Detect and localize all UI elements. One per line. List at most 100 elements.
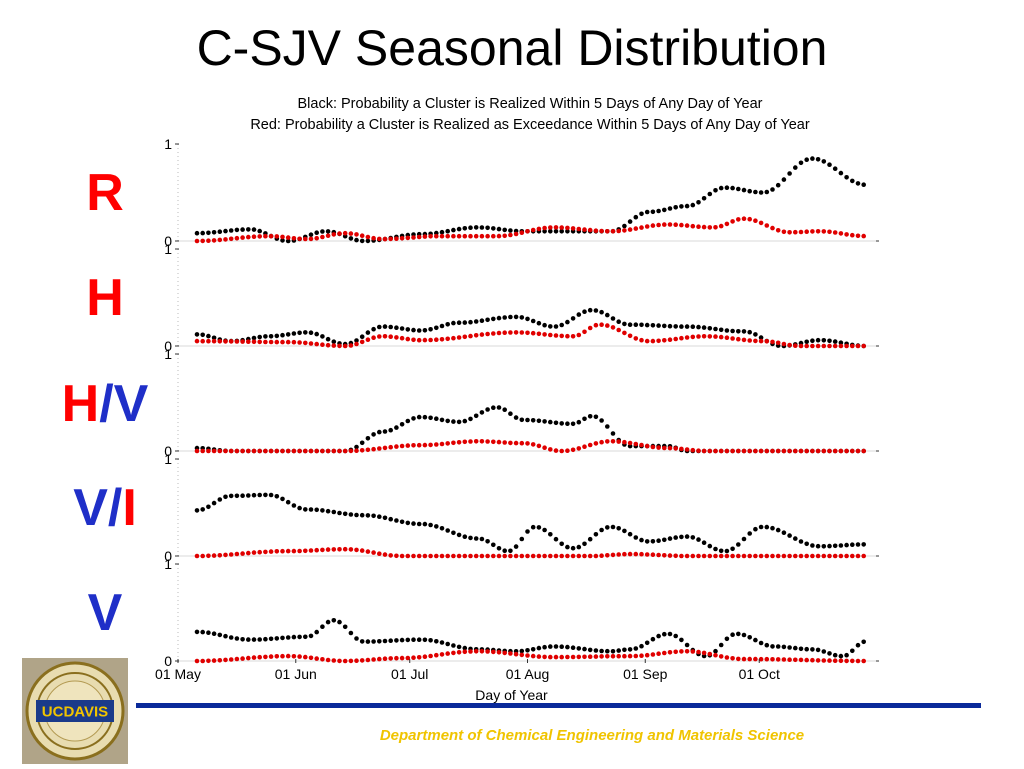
data-point	[730, 448, 735, 454]
data-point	[793, 645, 798, 651]
data-point	[718, 327, 724, 333]
data-point	[217, 497, 223, 502]
data-point	[297, 448, 302, 454]
data-point	[223, 237, 228, 242]
data-point	[821, 658, 827, 663]
data-point	[422, 521, 428, 527]
data-point	[684, 335, 690, 340]
data-point	[359, 639, 365, 644]
data-point	[764, 524, 770, 530]
data-point	[827, 229, 832, 235]
data-point	[690, 553, 696, 559]
data-point	[359, 233, 365, 238]
data-point	[280, 234, 285, 240]
data-point	[246, 637, 251, 642]
data-point	[650, 323, 656, 328]
data-point	[548, 532, 553, 537]
data-point	[342, 546, 348, 552]
data-point	[553, 420, 559, 426]
data-point	[348, 236, 354, 241]
data-point	[251, 448, 257, 454]
data-point	[565, 333, 570, 339]
data-point	[462, 645, 468, 651]
data-point	[513, 314, 519, 320]
data-point	[485, 539, 490, 544]
data-point	[291, 503, 297, 508]
data-point	[758, 640, 764, 646]
data-point	[616, 228, 621, 234]
data-point	[850, 448, 855, 454]
data-point	[832, 658, 838, 663]
data-point	[605, 323, 610, 328]
data-point	[587, 647, 593, 653]
data-point	[365, 238, 371, 244]
data-point	[644, 640, 650, 646]
data-point	[234, 448, 240, 454]
data-point	[804, 448, 809, 454]
data-point	[513, 553, 519, 559]
data-point	[610, 431, 616, 436]
data-point	[622, 528, 627, 534]
data-point	[679, 649, 684, 654]
data-point	[673, 446, 678, 451]
data-point	[850, 232, 855, 238]
data-point	[559, 229, 564, 234]
data-point	[576, 654, 582, 660]
chart-title-black: Black: Probability a Cluster is Realized…	[297, 96, 763, 112]
data-point	[718, 548, 724, 554]
data-point	[314, 235, 320, 241]
data-point	[468, 416, 473, 422]
data-point	[194, 338, 200, 344]
data-point	[314, 331, 320, 337]
data-point	[827, 343, 832, 349]
data-point	[297, 505, 302, 511]
data-point	[451, 643, 456, 648]
row-label-part: /	[107, 479, 123, 537]
data-point	[217, 632, 223, 638]
data-point	[194, 508, 200, 513]
data-point	[599, 228, 604, 234]
data-point	[770, 657, 775, 662]
data-point	[639, 322, 644, 328]
data-point	[422, 654, 428, 659]
data-point	[439, 323, 445, 329]
data-point	[502, 440, 508, 445]
data-point	[508, 440, 513, 446]
data-point	[821, 544, 827, 549]
data-point	[707, 326, 713, 331]
data-point	[411, 443, 416, 448]
data-point	[451, 233, 456, 239]
chart-title-red: Red: Probability a Cluster is Realized a…	[250, 117, 810, 133]
data-point	[758, 448, 764, 454]
data-point	[399, 637, 405, 643]
data-point	[377, 334, 382, 339]
data-point	[570, 645, 576, 650]
data-point	[445, 233, 451, 239]
y-tick-label-zero: 0	[164, 548, 172, 564]
data-point	[587, 325, 593, 331]
data-point	[496, 553, 502, 559]
data-point	[775, 527, 781, 533]
data-point	[605, 525, 610, 530]
data-point	[456, 644, 462, 650]
data-point	[297, 330, 302, 336]
data-point	[696, 224, 701, 229]
y-tick-label-one: 1	[164, 136, 172, 152]
data-point	[764, 223, 770, 228]
data-point	[382, 334, 388, 339]
data-point	[234, 235, 240, 241]
data-point	[462, 534, 468, 539]
data-point	[502, 407, 508, 413]
data-point	[582, 329, 587, 335]
data-point	[217, 658, 223, 663]
data-point	[434, 337, 439, 343]
data-point	[206, 333, 211, 339]
data-point	[525, 417, 530, 423]
data-point	[508, 651, 513, 656]
data-point	[228, 657, 234, 662]
data-point	[240, 448, 245, 454]
data-point	[741, 656, 747, 662]
data-point	[359, 512, 365, 518]
data-point	[684, 203, 690, 209]
data-point	[371, 657, 376, 662]
